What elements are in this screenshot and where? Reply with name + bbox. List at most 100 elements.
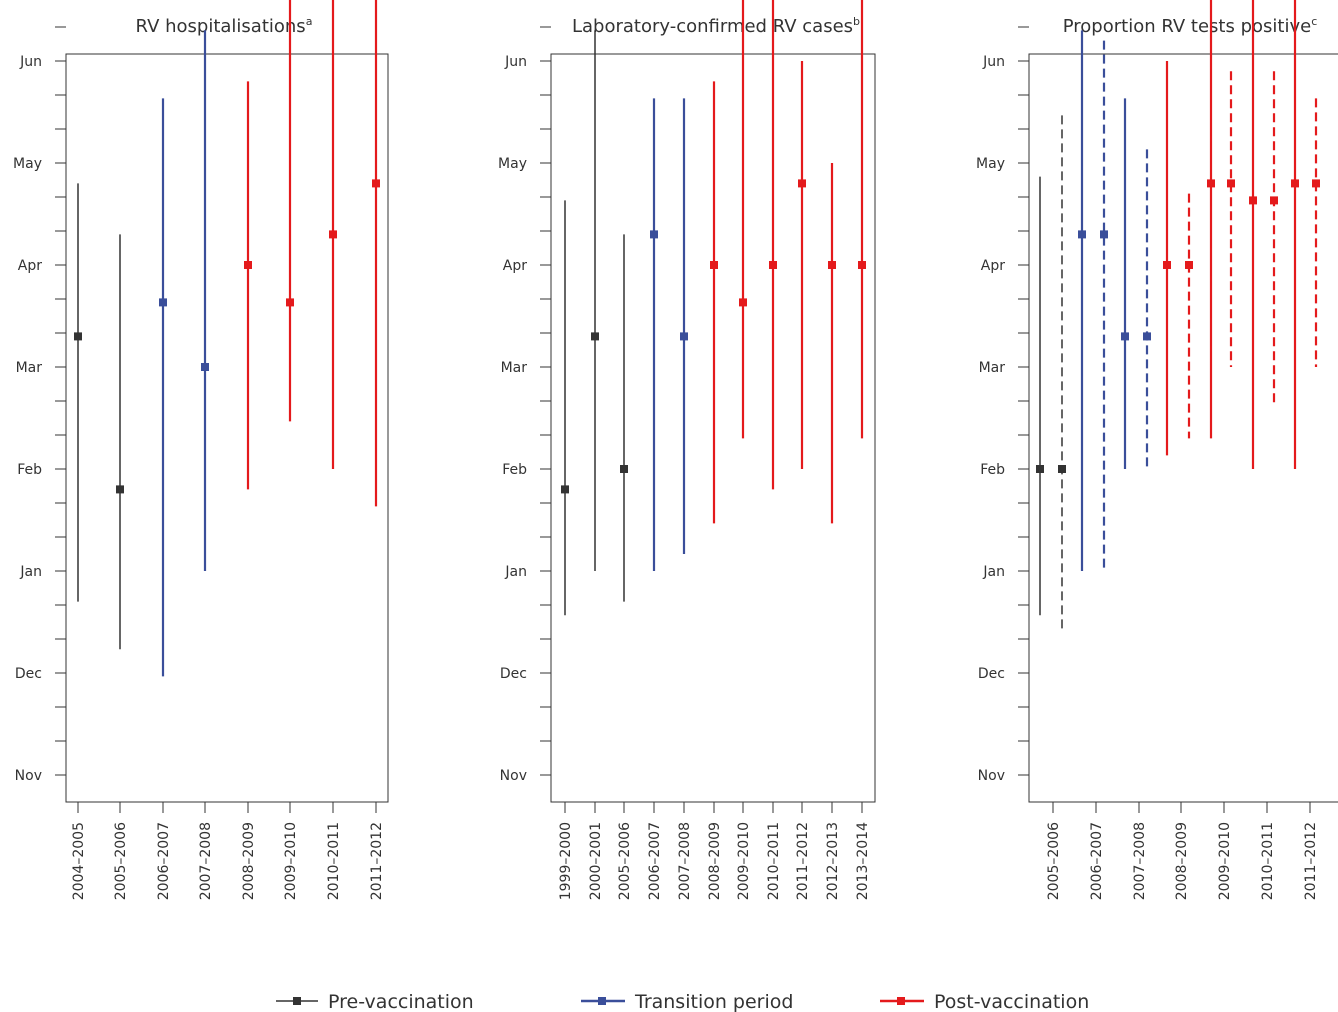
y-tick-label: Jan — [19, 564, 42, 580]
peak-marker — [1185, 261, 1193, 269]
x-tick-label: 2008–2009 — [707, 822, 723, 900]
x-tick-label: 2007–2008 — [198, 822, 214, 900]
y-tick-label: Jan — [982, 564, 1005, 580]
y-tick-label: Feb — [17, 462, 42, 478]
peak-marker — [739, 298, 747, 307]
peak-marker — [372, 179, 380, 188]
legend-item-post-vaccination: Post-vaccination — [880, 991, 1089, 1012]
plot-frame — [65, 53, 389, 803]
x-tick-label: 2005–2006 — [617, 822, 633, 900]
peak-marker — [650, 230, 658, 239]
plot-frame — [550, 53, 876, 803]
y-tick-label: May — [498, 156, 527, 172]
y-tick-label: Jan — [504, 564, 527, 580]
y-tick-label: Feb — [502, 462, 527, 478]
legend-label: Pre-vaccination — [328, 991, 474, 1012]
x-tick-label: 2006–2007 — [156, 822, 172, 900]
x-axis: 2005–2006 2006–2007 2007–2008 2008–2009 2009… — [1046, 802, 1319, 900]
peak-marker — [1058, 465, 1066, 473]
panel-hospitalisations: RV hospitalisationsa Jun May Apr Mar Feb Jan D… — [13, 0, 389, 900]
y-tick-label: Dec — [978, 666, 1005, 682]
peak-marker — [1163, 261, 1171, 269]
peak-marker — [1036, 465, 1044, 473]
peak-marker — [620, 465, 628, 473]
peak-marker — [858, 261, 866, 269]
x-tick-label: 2009–2010 — [283, 822, 299, 900]
plot-frame — [1028, 53, 1338, 803]
x-tick-label: 2009–2010 — [736, 822, 752, 900]
y-tick-label: Dec — [500, 666, 527, 682]
x-axis: 1999–2000 2000–2001 2005–2006 2006–2007 2007… — [558, 802, 871, 900]
peak-marker — [1207, 179, 1215, 188]
peak-marker — [1312, 179, 1320, 188]
x-tick-label: 2007–2008 — [1132, 822, 1148, 900]
y-tick-label: Jun — [19, 54, 42, 70]
peak-marker — [680, 332, 688, 341]
y-tick-label: Apr — [503, 258, 527, 274]
y-tick-label: Nov — [15, 768, 42, 784]
legend-item-pre-vaccination: Pre-vaccination — [276, 991, 474, 1012]
x-tick-label: 2011–2012 — [1303, 822, 1319, 900]
panel-proportion-positive: Proportion RV tests positivec Jun May Apr M… — [976, 0, 1338, 900]
legend-swatch-marker — [293, 997, 301, 1005]
peak-marker — [286, 298, 294, 307]
peak-marker — [828, 261, 836, 269]
y-tick-label: Mar — [16, 360, 43, 376]
legend-item-transition-period: Transition period — [581, 991, 793, 1012]
y-axis: Jun May Apr Mar Feb Jan Dec Nov — [498, 26, 551, 784]
x-tick-label: 2008–2009 — [241, 822, 257, 900]
x-tick-label: 2005–2006 — [113, 822, 129, 900]
range-marks — [561, 0, 866, 616]
peak-marker — [1270, 196, 1278, 205]
x-tick-label: 2013–2014 — [855, 822, 871, 900]
legend-swatch-marker — [598, 997, 606, 1005]
peak-marker — [1078, 230, 1086, 239]
y-tick-label: May — [976, 156, 1005, 172]
y-tick-label: Apr — [981, 258, 1005, 274]
y-tick-label: Dec — [15, 666, 42, 682]
peak-marker — [769, 261, 777, 269]
x-tick-label: 2006–2007 — [647, 822, 663, 900]
y-tick-label: Feb — [980, 462, 1005, 478]
peak-marker — [116, 485, 124, 494]
peak-marker — [1249, 196, 1257, 205]
panel-title: Proportion RV tests positivec — [1063, 15, 1318, 37]
x-tick-label: 2000–2001 — [588, 822, 604, 900]
range-marks — [74, 0, 380, 677]
peak-marker — [1121, 332, 1129, 341]
peak-marker — [1100, 230, 1108, 239]
peak-marker — [201, 363, 209, 371]
panel-lab-confirmed-cases: Laboratory-confirmed RV casesb Jun May Apr… — [498, 0, 876, 900]
y-tick-label: Nov — [978, 768, 1005, 784]
legend: Pre-vaccination Transition period Post-v… — [276, 991, 1089, 1012]
peak-marker — [591, 332, 599, 341]
x-tick-label: 2009–2010 — [1217, 822, 1233, 900]
x-tick-label: 2005–2006 — [1046, 822, 1062, 900]
legend-label: Transition period — [634, 991, 793, 1012]
x-tick-label: 2006–2007 — [1089, 822, 1105, 900]
y-tick-label: Nov — [500, 768, 527, 784]
panel-title: RV hospitalisationsa — [136, 15, 313, 37]
legend-swatch-marker — [897, 997, 905, 1005]
x-tick-label: 2012–2013 — [825, 822, 841, 900]
x-tick-label: 2011–2012 — [369, 822, 385, 900]
x-tick-label: 2010–2011 — [1260, 822, 1276, 900]
x-axis: 2004–2005 2005–2006 2006–2007 2007–2008 2008… — [71, 802, 385, 900]
y-tick-label: Apr — [18, 258, 42, 274]
y-tick-label: Jun — [982, 54, 1005, 70]
peak-marker — [244, 261, 252, 269]
y-axis: Jun May Apr Mar Feb Jan Dec Nov — [13, 26, 66, 784]
panel-title: Laboratory-confirmed RV casesb — [572, 15, 860, 37]
x-tick-label: 2004–2005 — [71, 822, 87, 900]
y-tick-label: Jun — [504, 54, 527, 70]
x-tick-label: 2010–2011 — [326, 822, 342, 900]
peak-marker — [1143, 332, 1151, 341]
x-tick-label: 1999–2000 — [558, 822, 574, 900]
legend-label: Post-vaccination — [934, 991, 1089, 1012]
y-tick-label: Mar — [979, 360, 1006, 376]
peak-marker — [1227, 179, 1235, 188]
peak-marker — [329, 230, 337, 239]
x-tick-label: 2008–2009 — [1174, 822, 1190, 900]
